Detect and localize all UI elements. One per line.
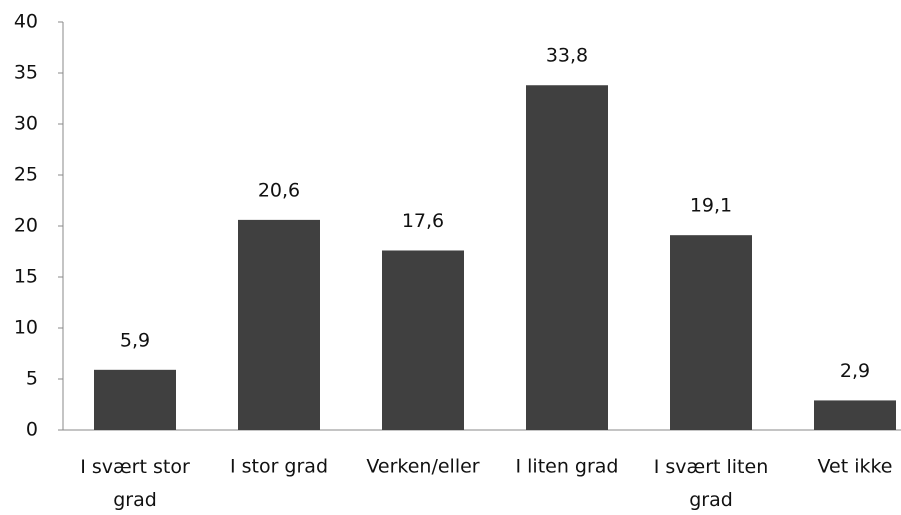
y-tick-label: 40 — [14, 11, 38, 33]
x-tick-label: I liten grad — [516, 456, 619, 478]
bar — [382, 250, 464, 430]
y-tick-label: 10 — [14, 317, 38, 339]
data-label: 5,9 — [120, 329, 150, 351]
data-label: 2,9 — [840, 360, 870, 382]
x-tick-label: Vet ikke — [818, 456, 893, 478]
y-tick-label: 5 — [26, 368, 38, 390]
y-tick-label: 15 — [14, 266, 38, 288]
y-tick-label: 20 — [14, 215, 38, 237]
x-tick-label: I stor grad — [230, 456, 328, 478]
data-label: 33,8 — [546, 45, 588, 67]
bar — [526, 85, 608, 431]
bar — [238, 219, 320, 430]
bar — [94, 369, 176, 430]
x-tick-label: Verken/eller — [366, 456, 479, 478]
bar — [670, 235, 752, 430]
y-tick-label: 30 — [14, 113, 38, 135]
x-tick-label: I svært liten grad — [654, 456, 768, 511]
data-label: 17,6 — [402, 210, 444, 232]
y-tick-label: 25 — [14, 164, 38, 186]
data-label: 19,1 — [690, 195, 732, 217]
y-tick-label: 0 — [26, 419, 38, 441]
data-label: 20,6 — [258, 179, 300, 201]
bar — [814, 400, 896, 430]
y-tick-label: 35 — [14, 62, 38, 84]
x-tick-label: I svært stor grad — [80, 456, 190, 511]
